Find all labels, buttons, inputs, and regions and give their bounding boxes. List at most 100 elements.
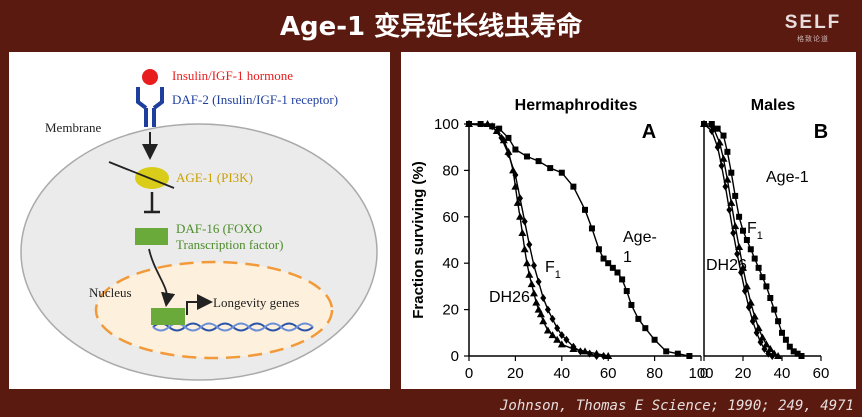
- x-tick-label: 100: [688, 365, 713, 382]
- data-point-Age-1: [496, 125, 503, 132]
- data-point-DH26: [526, 240, 533, 249]
- data-point-Age-1: [595, 246, 602, 253]
- data-point-DH26: [738, 268, 745, 277]
- data-point-DH26: [745, 303, 752, 312]
- data-point-Age-1: [570, 183, 577, 190]
- data-point-F1: [539, 317, 548, 325]
- data-point-F1: [548, 331, 557, 339]
- y-tick-label: 100: [434, 116, 459, 133]
- age1-label: AGE-1 (PI3K): [176, 170, 253, 185]
- self-logo: SELF 格致论道: [778, 12, 848, 44]
- data-point-F1: [553, 335, 562, 343]
- data-point-DH26: [701, 120, 707, 128]
- data-point-F1: [719, 154, 728, 162]
- x-tick-label: 40: [553, 365, 570, 382]
- data-point-Age-1: [714, 125, 721, 132]
- y-axis-label: Fraction surviving (%): [410, 161, 427, 319]
- data-point-Age-1: [619, 276, 626, 283]
- data-point-Age-1: [763, 283, 770, 290]
- x-tick-label: 20: [507, 365, 524, 382]
- data-point-Age-1: [755, 264, 762, 271]
- data-point-Age-1: [614, 269, 621, 276]
- data-point-DH26: [586, 349, 593, 358]
- data-point-F1: [731, 222, 740, 230]
- longevity-genes-label: Longevity genes: [213, 295, 299, 310]
- data-point-F1: [557, 340, 566, 348]
- daf16-bound-box: [151, 308, 185, 325]
- data-point-Age-1: [651, 336, 658, 343]
- survival-chart: 0 20 40 60 80 100020406080100HermaphroditesAF…: [410, 97, 829, 382]
- data-point-DH26: [761, 345, 768, 354]
- data-point-Age-1: [686, 353, 693, 359]
- data-point-F1: [604, 352, 613, 359]
- data-point-DH26: [730, 229, 737, 238]
- age1-ellipse: [135, 167, 169, 189]
- data-point-Age-1: [724, 148, 731, 155]
- data-point-Age-1: [767, 295, 774, 301]
- data-point-DH26: [577, 347, 584, 356]
- data-point-DH26: [714, 143, 721, 152]
- data-point-Age-1: [558, 169, 565, 176]
- data-point-DH26: [489, 122, 496, 131]
- data-point-Age-1: [779, 329, 785, 336]
- data-point-Age-1: [771, 306, 778, 313]
- data-point-F1: [492, 126, 501, 134]
- data-point-DH26: [517, 194, 524, 203]
- data-point-DH26: [512, 171, 519, 180]
- logo-subtitle: 格致论道: [797, 36, 829, 43]
- data-point-Age-1: [736, 213, 743, 220]
- series-label-Age-1-line2: 1: [623, 249, 632, 266]
- x-tick-label: 0: [700, 365, 708, 382]
- data-point-Age-1: [512, 146, 519, 153]
- data-point-DH26: [544, 305, 551, 314]
- chart-title: Males: [751, 97, 796, 114]
- data-point-F1: [536, 310, 545, 318]
- nucleus-label: Nucleus: [89, 285, 132, 300]
- data-point-F1: [525, 270, 534, 278]
- y-tick-label: 0: [451, 348, 459, 365]
- data-point-DH26: [498, 133, 505, 142]
- y-tick-label: 80: [442, 162, 459, 179]
- panel-letter: A: [642, 121, 656, 143]
- data-point-Age-1: [708, 121, 715, 127]
- y-tick-label: 20: [442, 302, 459, 319]
- data-point-Age-1: [786, 343, 793, 350]
- data-point-Age-1: [798, 353, 805, 359]
- data-point-DH26: [769, 352, 776, 360]
- data-point-Age-1: [759, 274, 766, 281]
- y-tick-label: 40: [442, 255, 459, 272]
- data-point-F1: [723, 175, 732, 183]
- hormone-dot: [142, 69, 158, 85]
- data-point-Age-1: [582, 206, 588, 213]
- data-point-DH26: [549, 314, 556, 323]
- data-point-DH26: [753, 328, 760, 337]
- hormone-label: Insulin/IGF-1 hormone: [172, 68, 293, 83]
- age1-strikethrough: [108, 161, 175, 189]
- data-point-F1: [543, 326, 552, 334]
- membrane-label: Membrane: [45, 120, 102, 135]
- data-point-F1: [523, 259, 531, 267]
- series-line-F1: [703, 123, 779, 357]
- citation: Johnson, Thomas E Science; 1990; 249, 49…: [499, 398, 854, 414]
- data-point-DH26: [466, 120, 472, 128]
- x-tick-label: 80: [646, 365, 663, 382]
- data-point-Age-1: [751, 255, 758, 262]
- data-point-Age-1: [600, 255, 607, 262]
- nucleus-ellipse: [94, 260, 334, 360]
- receptor-label: DAF-2 (Insulin/IGF-1 receptor): [172, 92, 338, 107]
- data-point-Age-1: [674, 350, 681, 357]
- data-point-Age-1: [790, 348, 797, 355]
- data-point-DH26: [570, 342, 577, 351]
- data-point-F1: [529, 289, 538, 297]
- data-point-Age-1: [635, 315, 642, 322]
- daf16-label-line2: Transcription factor): [176, 237, 283, 252]
- data-point-F1: [727, 198, 736, 206]
- series-label-subscript: 1: [757, 230, 763, 242]
- data-point-F1: [513, 198, 522, 206]
- data-point-Age-1: [605, 260, 612, 267]
- data-point-Age-1: [732, 192, 739, 199]
- pathway-diagram-panel: Insulin/IGF-1 hormone DAF-2 (Insulin/IGF…: [9, 52, 390, 389]
- data-point-F1: [735, 242, 744, 250]
- data-point-DH26: [540, 294, 547, 302]
- data-point-DH26: [734, 249, 741, 258]
